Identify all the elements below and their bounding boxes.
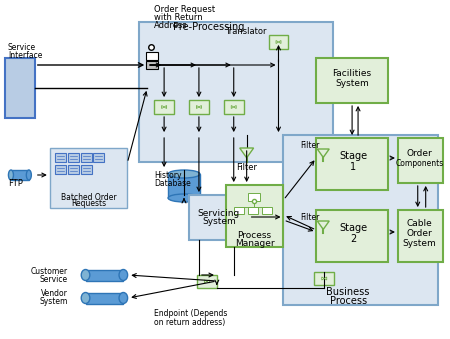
FancyBboxPatch shape xyxy=(86,293,123,303)
Polygon shape xyxy=(164,105,166,108)
Text: Filter: Filter xyxy=(300,140,320,149)
FancyBboxPatch shape xyxy=(55,153,66,162)
Polygon shape xyxy=(199,105,202,108)
Text: Translator: Translator xyxy=(225,27,266,37)
Text: Manager: Manager xyxy=(235,239,274,248)
FancyBboxPatch shape xyxy=(248,193,260,201)
Polygon shape xyxy=(207,280,209,283)
Text: Requests: Requests xyxy=(71,199,106,208)
Text: Database: Database xyxy=(154,179,191,187)
Text: Stage: Stage xyxy=(339,223,367,233)
Polygon shape xyxy=(240,148,254,158)
Ellipse shape xyxy=(168,170,200,178)
Text: Cable: Cable xyxy=(407,219,432,228)
Text: Stage: Stage xyxy=(339,151,367,161)
FancyBboxPatch shape xyxy=(189,195,249,240)
FancyBboxPatch shape xyxy=(248,207,257,214)
Polygon shape xyxy=(197,105,199,108)
Text: Servicing: Servicing xyxy=(198,208,240,218)
FancyBboxPatch shape xyxy=(86,270,123,280)
FancyBboxPatch shape xyxy=(68,165,79,174)
Text: Components: Components xyxy=(396,159,444,167)
Text: Order Request: Order Request xyxy=(154,5,215,15)
Polygon shape xyxy=(279,40,281,43)
Text: Address: Address xyxy=(154,21,188,31)
Text: 1: 1 xyxy=(350,162,356,172)
FancyBboxPatch shape xyxy=(234,207,244,214)
FancyBboxPatch shape xyxy=(197,275,217,288)
Text: Customer: Customer xyxy=(31,266,68,276)
Text: Vendor: Vendor xyxy=(41,290,68,299)
FancyBboxPatch shape xyxy=(146,61,158,69)
Polygon shape xyxy=(276,40,279,43)
Text: Pre-Processing: Pre-Processing xyxy=(173,22,244,32)
Text: Process: Process xyxy=(238,231,272,239)
FancyBboxPatch shape xyxy=(5,58,35,118)
FancyBboxPatch shape xyxy=(316,138,388,190)
FancyBboxPatch shape xyxy=(55,165,66,174)
Polygon shape xyxy=(317,149,329,157)
FancyBboxPatch shape xyxy=(316,210,388,262)
Text: FTP: FTP xyxy=(8,179,23,188)
Ellipse shape xyxy=(168,194,200,202)
Text: Business: Business xyxy=(326,287,370,297)
Text: Endpoint (Depends: Endpoint (Depends xyxy=(154,310,228,319)
FancyBboxPatch shape xyxy=(316,58,388,103)
Text: Process: Process xyxy=(329,296,367,306)
Text: History: History xyxy=(154,171,182,179)
FancyBboxPatch shape xyxy=(226,185,284,247)
Text: Filter: Filter xyxy=(236,163,257,173)
Text: Service: Service xyxy=(40,275,68,283)
FancyBboxPatch shape xyxy=(189,100,209,114)
Polygon shape xyxy=(162,105,164,108)
Text: on return address): on return address) xyxy=(154,318,225,326)
FancyBboxPatch shape xyxy=(168,174,200,198)
Polygon shape xyxy=(317,221,329,230)
Ellipse shape xyxy=(81,293,90,303)
FancyBboxPatch shape xyxy=(261,207,271,214)
FancyBboxPatch shape xyxy=(224,100,244,114)
FancyBboxPatch shape xyxy=(139,22,333,162)
Text: Filter: Filter xyxy=(300,213,320,221)
Text: 2: 2 xyxy=(350,234,356,244)
Text: Facilities: Facilities xyxy=(333,68,372,78)
Polygon shape xyxy=(324,277,327,280)
FancyBboxPatch shape xyxy=(284,135,438,305)
Ellipse shape xyxy=(9,170,13,180)
Text: System: System xyxy=(335,79,369,87)
Ellipse shape xyxy=(27,170,32,180)
FancyBboxPatch shape xyxy=(68,153,79,162)
Ellipse shape xyxy=(81,270,90,280)
FancyBboxPatch shape xyxy=(154,100,174,114)
Text: Batched Order: Batched Order xyxy=(61,193,117,201)
Text: System: System xyxy=(403,239,436,248)
FancyBboxPatch shape xyxy=(314,272,334,285)
FancyBboxPatch shape xyxy=(50,148,127,208)
Text: Order: Order xyxy=(407,148,432,158)
FancyBboxPatch shape xyxy=(11,170,29,180)
FancyBboxPatch shape xyxy=(269,35,288,49)
Ellipse shape xyxy=(119,293,128,303)
Text: Interface: Interface xyxy=(8,51,42,60)
Text: System: System xyxy=(39,298,68,306)
Text: Service: Service xyxy=(8,43,36,53)
FancyBboxPatch shape xyxy=(398,210,443,262)
Text: Order: Order xyxy=(407,230,432,239)
FancyBboxPatch shape xyxy=(94,153,104,162)
FancyBboxPatch shape xyxy=(81,165,91,174)
FancyBboxPatch shape xyxy=(81,153,91,162)
Polygon shape xyxy=(234,105,236,108)
Ellipse shape xyxy=(119,270,128,280)
FancyBboxPatch shape xyxy=(146,52,158,60)
Polygon shape xyxy=(322,277,324,280)
Text: System: System xyxy=(202,218,236,226)
Polygon shape xyxy=(231,105,234,108)
FancyBboxPatch shape xyxy=(398,138,443,183)
Text: with Return: with Return xyxy=(154,14,203,22)
Polygon shape xyxy=(204,280,207,283)
